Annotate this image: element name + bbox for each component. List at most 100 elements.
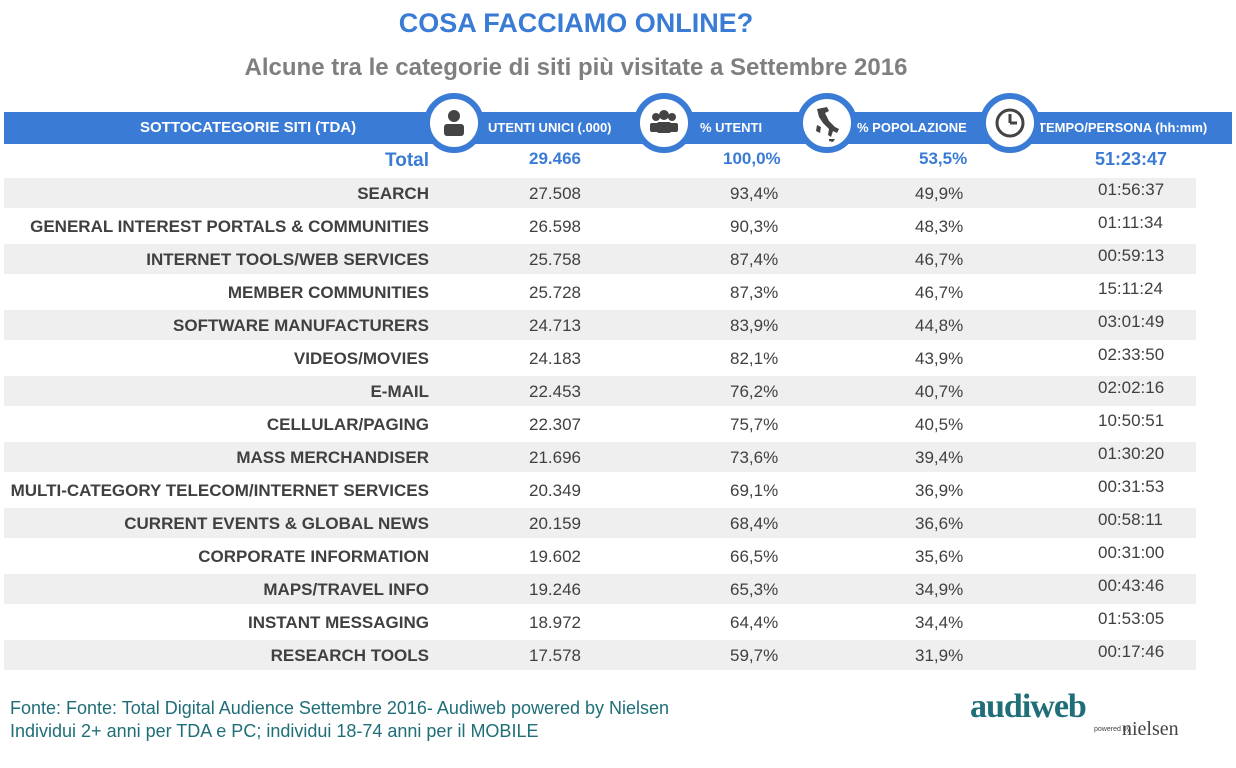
table-body: SEARCH 27.508 93,4% 49,9% 01:56:37 GENERAL I… bbox=[4, 178, 1196, 673]
row-pct-users: 76,2% bbox=[730, 382, 779, 401]
row-time-per-person: 00:59:13 bbox=[1098, 246, 1165, 265]
row-time-per-person: 00:43:46 bbox=[1098, 576, 1165, 595]
group-icon bbox=[634, 93, 694, 153]
row-label: MULTI-CATEGORY TELECOM/INTERNET SERVICES bbox=[10, 481, 429, 500]
row-pct-users: 73,6% bbox=[730, 448, 779, 467]
total-pct-population: 53,5% bbox=[919, 149, 968, 168]
table-row: SOFTWARE MANUFACTURERS 24.713 83,9% 44,8% 03… bbox=[4, 310, 1196, 340]
row-time-per-person: 00:31:53 bbox=[1098, 477, 1165, 496]
row-pct-users: 83,9% bbox=[730, 316, 779, 335]
row-pct-users: 59,7% bbox=[730, 646, 779, 665]
row-pct-users: 68,4% bbox=[730, 514, 779, 533]
row-pct-users: 87,3% bbox=[730, 283, 779, 302]
row-pct-population: 46,7% bbox=[915, 250, 964, 269]
row-unique-users: 21.696 bbox=[529, 448, 581, 467]
row-label: VIDEOS/MOVIES bbox=[293, 349, 429, 368]
row-time-per-person: 02:02:16 bbox=[1098, 378, 1165, 397]
row-label: GENERAL INTEREST PORTALS & COMMUNITIES bbox=[30, 217, 429, 236]
logo-nielsen: nielsen bbox=[1122, 718, 1179, 740]
row-pct-population: 40,7% bbox=[915, 382, 964, 401]
table-row: CORPORATE INFORMATION 19.602 66,5% 35,6% 00:… bbox=[4, 541, 1196, 571]
row-time-per-person: 00:17:46 bbox=[1098, 642, 1165, 661]
table-row: MASS MERCHANDISER 21.696 73,6% 39,4% 01:30:2… bbox=[4, 442, 1196, 472]
row-pct-population: 48,3% bbox=[915, 217, 964, 236]
row-label: INTERNET TOOLS/WEB SERVICES bbox=[146, 250, 429, 269]
table-row: INTERNET TOOLS/WEB SERVICES 25.758 87,4% 46… bbox=[4, 244, 1196, 274]
row-time-per-person: 01:56:37 bbox=[1098, 180, 1165, 199]
row-pct-population: 35,6% bbox=[915, 547, 964, 566]
table-row: CELLULAR/PAGING 22.307 75,7% 40,5% 10:50:51 bbox=[4, 409, 1196, 439]
row-unique-users: 17.578 bbox=[529, 646, 581, 665]
row-time-per-person: 01:11:34 bbox=[1098, 213, 1163, 232]
audiweb-logo: audiweb powered by nielsen bbox=[970, 688, 1200, 748]
row-unique-users: 20.159 bbox=[529, 514, 581, 533]
column-header-unique-users: UTENTI UNICI (.000) bbox=[488, 120, 612, 135]
total-label: Total bbox=[385, 150, 429, 171]
row-time-per-person: 15:11:24 bbox=[1098, 279, 1163, 298]
source-line-1: Fonte: Fonte: Total Digital Audience Set… bbox=[10, 698, 670, 718]
table-row: RESEARCH TOOLS 17.578 59,7% 31,9% 00:17:46 bbox=[4, 640, 1196, 670]
table-row: CURRENT EVENTS & GLOBAL NEWS 20.159 68,4% 3… bbox=[4, 508, 1196, 538]
row-pct-users: 69,1% bbox=[730, 481, 779, 500]
row-label: RESEARCH TOOLS bbox=[270, 646, 429, 665]
row-label: MASS MERCHANDISER bbox=[236, 448, 429, 467]
row-unique-users: 25.728 bbox=[529, 283, 581, 302]
table-row: GENERAL INTEREST PORTALS & COMMUNITIES 26… bbox=[4, 211, 1196, 241]
table-row: INSTANT MESSAGING 18.972 64,4% 34,4% 01:53:0… bbox=[4, 607, 1196, 637]
row-unique-users: 22.453 bbox=[529, 382, 581, 401]
column-header-category: SOTTOCATEGORIE SITI (TDA) bbox=[140, 119, 357, 136]
table-row: MAPS/TRAVEL INFO 19.246 65,3% 34,9% 00:43:46 bbox=[4, 574, 1196, 604]
row-label: MEMBER COMMUNITIES bbox=[227, 283, 429, 302]
row-pct-population: 31,9% bbox=[915, 646, 964, 665]
table-row: MULTI-CATEGORY TELECOM/INTERNET SERVICES… bbox=[4, 475, 1196, 505]
row-time-per-person: 01:30:20 bbox=[1098, 444, 1165, 463]
chart-title: COSA FACCIAMO ONLINE? bbox=[398, 8, 754, 38]
row-label: SEARCH bbox=[357, 184, 429, 203]
row-time-per-person: 00:31:00 bbox=[1098, 543, 1165, 562]
logo-powered-by: powered by bbox=[1094, 726, 1131, 733]
table-row: SEARCH 27.508 93,4% 49,9% 01:56:37 bbox=[4, 178, 1196, 208]
row-pct-users: 65,3% bbox=[730, 580, 779, 599]
row-pct-population: 40,5% bbox=[915, 415, 964, 434]
row-label: E-MAIL bbox=[370, 382, 429, 401]
row-time-per-person: 10:50:51 bbox=[1098, 411, 1165, 430]
row-label: CELLULAR/PAGING bbox=[266, 415, 429, 434]
row-label: CURRENT EVENTS & GLOBAL NEWS bbox=[124, 514, 429, 533]
clock-icon bbox=[980, 93, 1040, 153]
table-row: MEMBER COMMUNITIES 25.728 87,3% 46,7% 15:11:… bbox=[4, 277, 1196, 307]
total-time-per-person: 51:23:47 bbox=[1095, 149, 1168, 169]
row-label: MAPS/TRAVEL INFO bbox=[263, 580, 429, 599]
row-unique-users: 24.183 bbox=[529, 349, 581, 368]
row-pct-population: 34,9% bbox=[915, 580, 964, 599]
total-row: Total 29.466 100,0% 53,5% 51:23:47 bbox=[4, 146, 1196, 176]
row-unique-users: 24.713 bbox=[529, 316, 581, 335]
table-row: E-MAIL 22.453 76,2% 40,7% 02:02:16 bbox=[4, 376, 1196, 406]
row-time-per-person: 03:01:49 bbox=[1098, 312, 1165, 331]
row-unique-users: 20.349 bbox=[529, 481, 581, 500]
italy-map-icon bbox=[797, 93, 857, 153]
row-pct-users: 75,7% bbox=[730, 415, 779, 434]
row-pct-users: 82,1% bbox=[730, 349, 779, 368]
row-time-per-person: 00:58:11 bbox=[1098, 510, 1163, 529]
row-unique-users: 22.307 bbox=[529, 415, 581, 434]
row-label: INSTANT MESSAGING bbox=[247, 613, 429, 632]
row-pct-population: 36,6% bbox=[915, 514, 964, 533]
source-line-2: Individui 2+ anni per TDA e PC; individu… bbox=[10, 721, 539, 741]
row-pct-population: 39,4% bbox=[915, 448, 964, 467]
table-row: VIDEOS/MOVIES 24.183 82,1% 43,9% 02:33:50 bbox=[4, 343, 1196, 373]
chart-subtitle: Alcune tra le categorie di siti più visi… bbox=[244, 54, 908, 81]
row-pct-users: 66,5% bbox=[730, 547, 779, 566]
row-pct-population: 43,9% bbox=[915, 349, 964, 368]
row-pct-users: 64,4% bbox=[730, 613, 779, 632]
total-pct-users: 100,0% bbox=[723, 149, 781, 168]
row-pct-population: 34,4% bbox=[915, 613, 964, 632]
total-unique-users: 29.466 bbox=[529, 149, 581, 168]
row-pct-population: 36,9% bbox=[915, 481, 964, 500]
row-pct-users: 93,4% bbox=[730, 184, 779, 203]
row-pct-population: 44,8% bbox=[915, 316, 964, 335]
row-unique-users: 25.758 bbox=[529, 250, 581, 269]
row-time-per-person: 01:53:05 bbox=[1098, 609, 1165, 628]
row-pct-population: 49,9% bbox=[915, 184, 964, 203]
row-unique-users: 27.508 bbox=[529, 184, 581, 203]
column-header-pct-users: % UTENTI bbox=[700, 120, 763, 135]
